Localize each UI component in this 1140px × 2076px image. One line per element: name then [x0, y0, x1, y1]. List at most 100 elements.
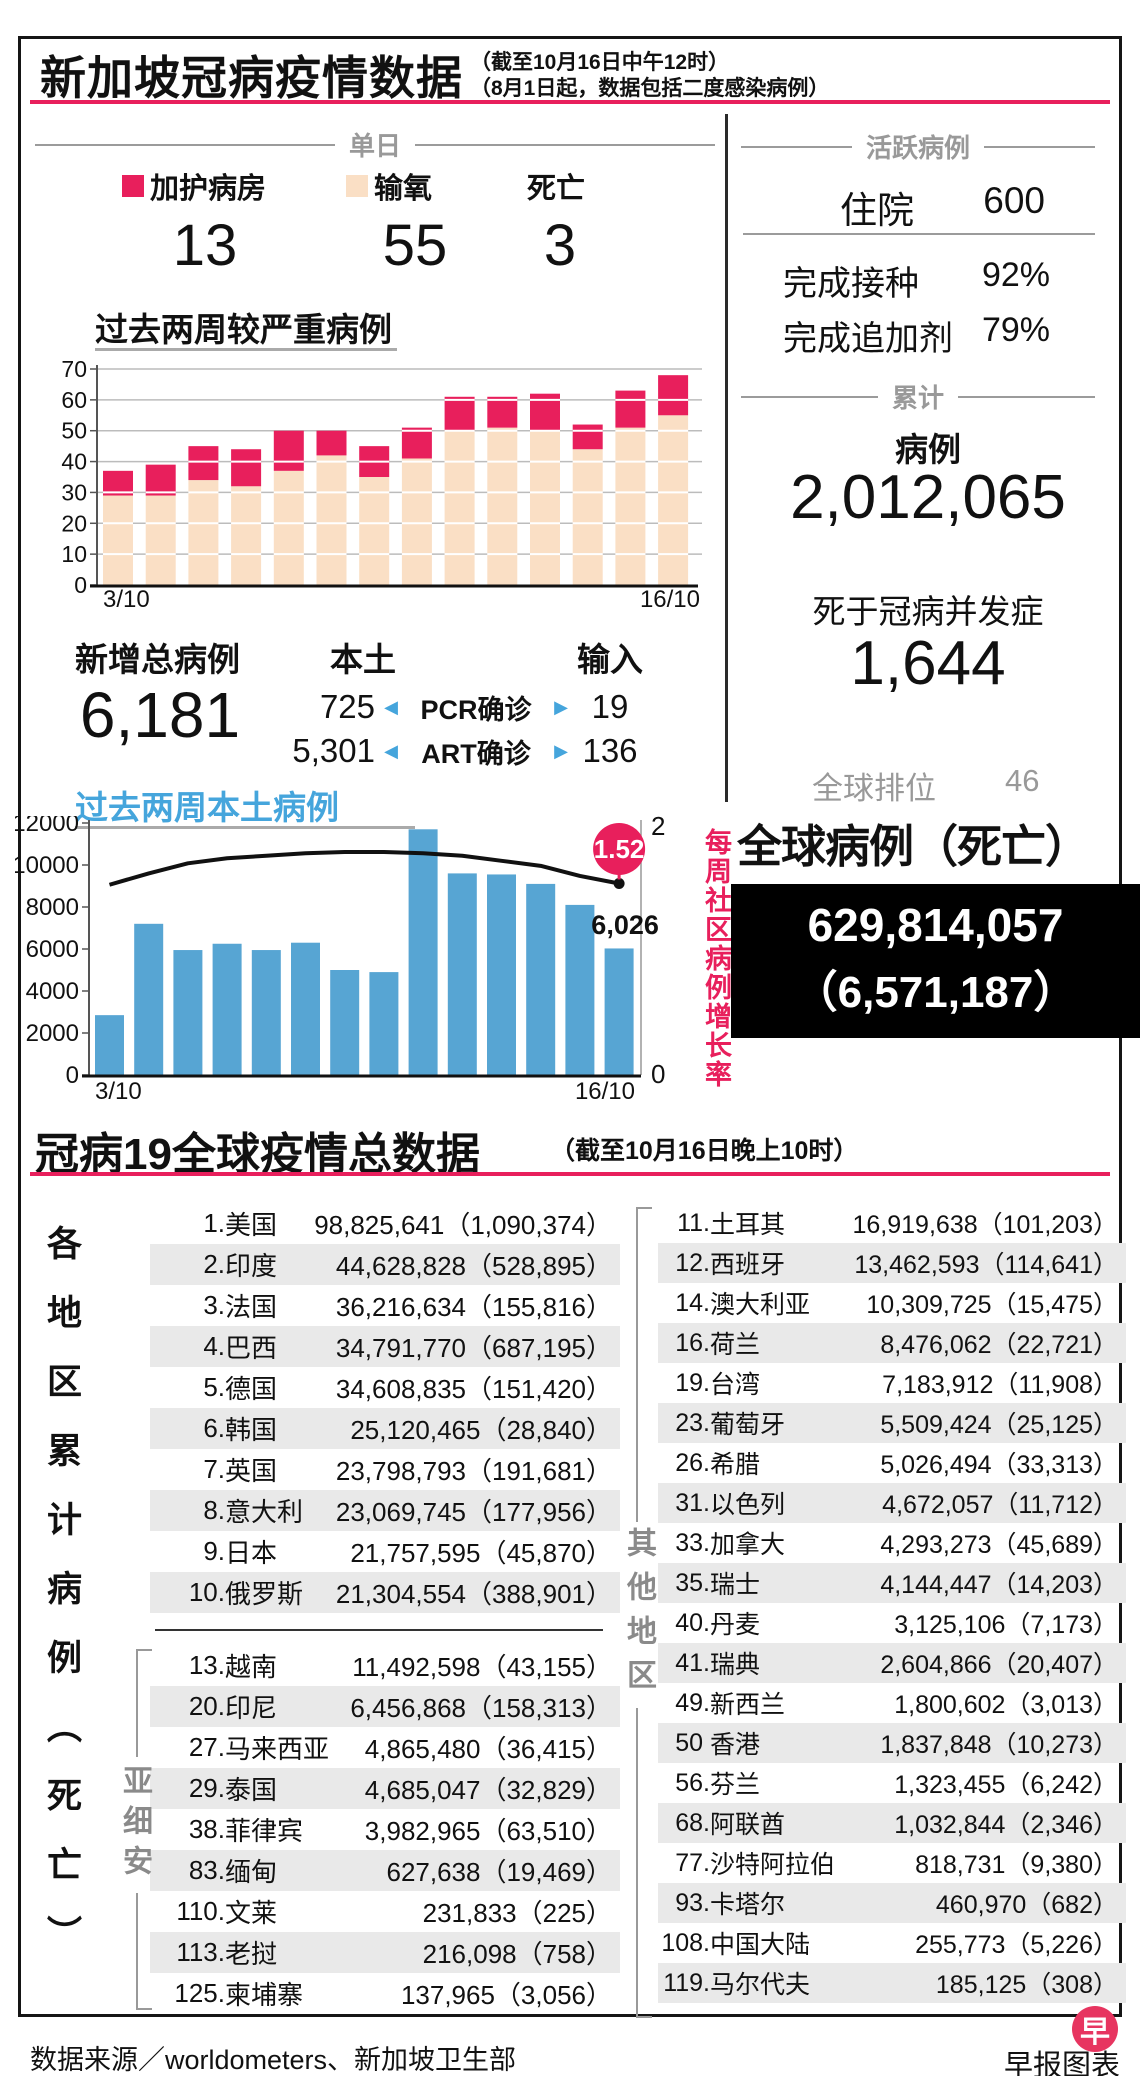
right-arrow-icon: ▶ — [554, 740, 568, 761]
oxygen-count: 55 — [382, 213, 448, 278]
icu-swatch — [122, 175, 144, 197]
country-name: 美国 — [225, 1210, 278, 1240]
svg-text:2000: 2000 — [26, 1020, 79, 1047]
svg-text:0: 0 — [74, 572, 87, 598]
oxygen-legend-label: 输氧 — [374, 173, 433, 205]
country-value: 11,492,598（43,155） — [352, 1652, 612, 1682]
table-group-divider — [155, 1629, 603, 1631]
country-name: 瑞典 — [710, 1651, 761, 1679]
others-bracket-line — [636, 1708, 638, 2018]
others-group-label: 其他地区 — [622, 1527, 655, 1703]
dash-line — [741, 145, 852, 148]
country-rank: 3. — [203, 1290, 225, 1320]
country-value: 8,476,062（22,721） — [880, 1331, 1118, 1359]
pcr-method-label: PCR确诊 — [420, 694, 532, 725]
others-bracket-line — [636, 1207, 638, 1522]
new-cases-label: 新增总病例 — [75, 641, 240, 678]
asean-bracket-tick — [136, 2008, 152, 2010]
oxygen-swatch — [346, 175, 368, 197]
country-value: 7,183,912（11,908） — [882, 1371, 1118, 1399]
table-row: 33. 加拿大 4,293,273（45,689） — [658, 1523, 1126, 1563]
table-row: 56. 芬兰 1,323,455（6,242） — [658, 1763, 1126, 1803]
table-row: 113. 老挝 216,098（758） — [150, 1932, 620, 1973]
country-rank: 9. — [203, 1536, 225, 1566]
table-row: 125. 柬埔寨 137,965（3,056） — [150, 1973, 620, 2014]
country-rank: 31. — [675, 1488, 710, 1517]
country-name: 巴西 — [225, 1333, 278, 1363]
import-column-label: 输入 — [577, 641, 643, 678]
dash-line — [958, 395, 1096, 398]
country-value: 16,919,638（101,203） — [852, 1211, 1119, 1239]
country-value: 23,798,793（191,681） — [335, 1456, 612, 1486]
svg-text:16/10: 16/10 — [640, 586, 700, 612]
cases-label: 病例 — [895, 431, 961, 468]
local-chart: 0 2000 4000 6000 8000 10000 12000 2 0 3/10 16/10 1.… — [15, 816, 665, 1105]
country-name: 以色列 — [710, 1491, 786, 1519]
left-arrow-icon: ◀ — [384, 696, 398, 717]
table-row: 41. 瑞典 2,604,866（20,407） — [658, 1643, 1126, 1683]
country-value: 21,757,595（45,870） — [350, 1538, 612, 1568]
country-value: 34,608,835（151,420） — [335, 1374, 612, 1404]
country-value: 36,216,634（155,816） — [335, 1292, 612, 1322]
country-value: 3,125,106（7,173） — [894, 1611, 1118, 1639]
country-name: 丹麦 — [710, 1611, 761, 1639]
table-row: 7. 英国 23,798,793（191,681） — [150, 1449, 620, 1490]
svg-text:10000: 10000 — [15, 852, 79, 879]
table-row: 5. 德国 34,608,835（151,420） — [150, 1367, 620, 1408]
asean-bracket-tick — [136, 1649, 152, 1651]
daily-section-header: 单日 — [35, 126, 716, 163]
zaobao-logo: 早 — [1072, 2006, 1118, 2052]
dash-line — [415, 143, 716, 146]
table-row: 77. 沙特阿拉伯 818,731（9,380） — [658, 1843, 1126, 1883]
country-name: 西班牙 — [710, 1251, 786, 1279]
pcr-local-count: 725 — [319, 688, 375, 725]
country-rank: 35. — [675, 1568, 710, 1597]
table-row: 108. 中国大陆 255,773（5,226） — [658, 1923, 1126, 1963]
country-name: 菲律宾 — [225, 1816, 304, 1846]
country-rank: 56. — [675, 1768, 710, 1797]
cases-total: 2,012,065 — [790, 463, 1066, 532]
local-title-underline — [75, 826, 415, 829]
oxygen-legend: 输氧 — [346, 165, 432, 207]
svg-text:10: 10 — [61, 541, 87, 567]
table-row: 50 香港 1,837,848（10,273） — [658, 1723, 1126, 1763]
svg-text:30: 30 — [61, 479, 87, 505]
severe-chart: 0 10 20 30 40 50 60 70 3/10 16/10 — [61, 360, 702, 612]
local-chart-title: 过去两周本土病例 — [75, 789, 339, 826]
global-rank-label: 全球排位 — [812, 771, 936, 806]
country-rank: 4. — [203, 1331, 225, 1361]
table-row: 38. 菲律宾 3,982,965（63,510） — [150, 1809, 620, 1850]
country-rank: 20. — [188, 1691, 225, 1721]
country-name: 新西兰 — [710, 1691, 786, 1719]
active-section-header: 活跃病例 — [741, 128, 1096, 165]
table-row: 11. 土耳其 16,919,638（101,203） — [658, 1203, 1126, 1243]
footer-source: 数据来源／worldometers、新加坡卫生部 — [30, 2045, 517, 2075]
country-name: 中国大陆 — [710, 1931, 811, 1959]
title-note-2: （8月1日起，数据包括二度感染病例） — [470, 77, 830, 100]
art-method-label: ART确诊 — [421, 738, 531, 769]
active-divider — [743, 233, 1095, 235]
country-value: 4,672,057（11,712） — [882, 1491, 1118, 1519]
table-row: 4. 巴西 34,791,770（687,195） — [150, 1326, 620, 1367]
country-value: 3,982,965（63,510） — [364, 1816, 612, 1846]
other-regions-table: 11. 土耳其 16,919,638（101,203） 12. 西班牙 13,462,59… — [658, 1203, 1126, 2003]
svg-text:8000: 8000 — [26, 894, 79, 921]
country-rank: 41. — [675, 1648, 710, 1677]
others-bracket-tick — [636, 1207, 652, 1209]
asean-bracket-line — [136, 1893, 138, 2010]
country-name: 希腊 — [710, 1451, 761, 1479]
country-rank: 110. — [176, 1896, 225, 1926]
icu-legend: 加护病房 — [122, 165, 266, 207]
svg-text:6000: 6000 — [26, 936, 79, 963]
country-value: 34,791,770（687,195） — [335, 1333, 612, 1363]
country-rank: 12. — [675, 1248, 710, 1277]
country-rank: 33. — [675, 1528, 710, 1557]
table-row: 8. 意大利 23,069,745（177,956） — [150, 1490, 620, 1531]
vaccinated-label: 完成接种 — [783, 265, 919, 303]
country-name: 韩国 — [225, 1415, 278, 1445]
country-rank: 38. — [188, 1814, 225, 1844]
art-row: 5,301 ◀ ART确诊 ▶ 136 — [285, 730, 645, 772]
country-name: 英国 — [225, 1456, 278, 1486]
table-row: 20. 印尼 6,456,868（158,313） — [150, 1686, 620, 1727]
